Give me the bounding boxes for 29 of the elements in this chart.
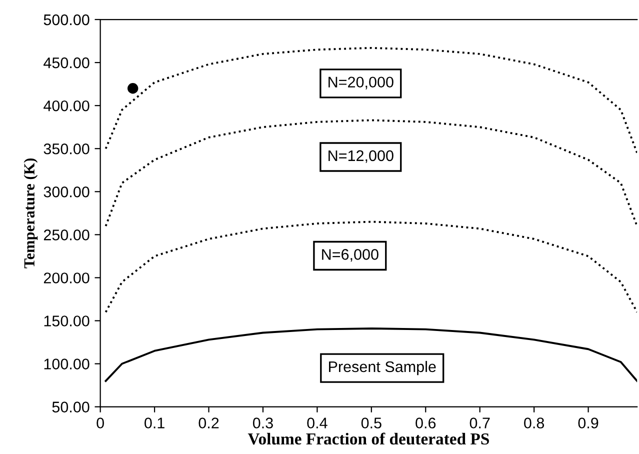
x-tick-label: 0.3 bbox=[252, 418, 273, 428]
y-tick-label: 200.00 bbox=[44, 272, 90, 284]
y-tick-label: 450.00 bbox=[44, 57, 90, 68]
line-series bbox=[104, 327, 638, 382]
line-series bbox=[104, 220, 638, 314]
y-tick-label: 150.00 bbox=[44, 316, 90, 326]
annotation: Present Sample bbox=[329, 360, 436, 376]
x-tick-label: 0.6 bbox=[416, 418, 436, 428]
y-tick-label: 300.00 bbox=[44, 186, 90, 198]
x-tick-label: 0.4 bbox=[307, 418, 328, 428]
x-tick-label: 0.2 bbox=[198, 418, 219, 428]
y-tick-label: 400.00 bbox=[44, 100, 90, 112]
x-tick-label: 0.7 bbox=[470, 418, 490, 428]
y-tick-label: 250.00 bbox=[44, 230, 90, 240]
y-tick-label: 500.00 bbox=[44, 14, 90, 26]
y-tick-label: 350.00 bbox=[44, 143, 90, 154]
annotation: N=20,000 bbox=[328, 76, 394, 90]
x-tick-label: 0.9 bbox=[578, 418, 598, 428]
annotation: N=6,000 bbox=[322, 249, 378, 262]
x-tick-label: 0.1 bbox=[144, 418, 164, 428]
x-tick-label: 0.5 bbox=[361, 418, 382, 428]
y-tick-label: 50.00 bbox=[52, 402, 90, 412]
x-tick-label: 0.8 bbox=[524, 418, 544, 428]
y-axis-title: Temperature (K) bbox=[24, 158, 38, 268]
x-tick-label: 0 bbox=[96, 418, 104, 428]
x-axis-title: Volume Fraction of deuterated PS bbox=[248, 432, 489, 445]
line-series bbox=[104, 119, 638, 228]
y-tick-label: 100.00 bbox=[44, 358, 90, 370]
annotation: N=12,000 bbox=[328, 150, 394, 163]
